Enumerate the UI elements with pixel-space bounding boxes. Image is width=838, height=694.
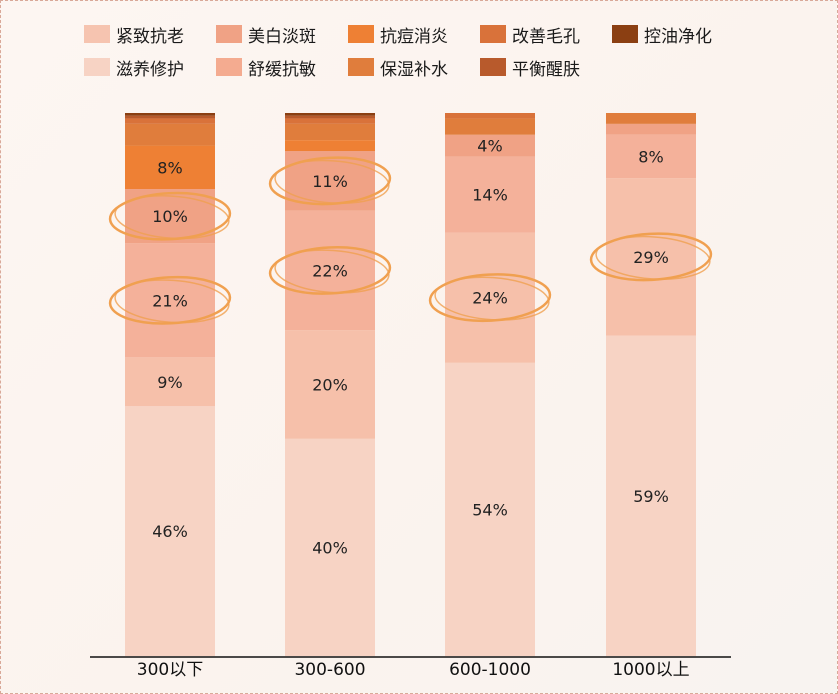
legend-label: 保湿补水 — [380, 59, 448, 80]
bar-segment — [606, 134, 696, 179]
highlight-circle-stroke — [114, 195, 230, 240]
x-tick-label: 300-600 — [294, 660, 365, 680]
highlight-circle-stroke — [434, 276, 550, 321]
x-tick-label: 600-1000 — [449, 660, 531, 680]
chart-legend: 紧致抗老 美白淡斑 抗痘消炎 改善毛孔 控油净化 滋养修护 舒缓抗敏 保湿补水 … — [0, 0, 838, 90]
data-label: 11% — [312, 172, 348, 191]
legend-swatch — [84, 25, 110, 43]
data-label: 54% — [472, 500, 508, 519]
bar-segment — [285, 330, 375, 439]
legend-label: 改善毛孔 — [512, 26, 580, 47]
data-label: 22% — [312, 261, 348, 280]
legend-swatch — [480, 58, 506, 76]
bar-segment — [285, 118, 375, 124]
bar-segment — [606, 335, 696, 656]
legend-item-kangdou-xiaoyan: 抗痘消炎 — [348, 22, 448, 47]
legend-swatch — [612, 25, 638, 43]
legend-label: 美白淡斑 — [248, 26, 316, 47]
legend-swatch — [216, 25, 242, 43]
data-label: 14% — [472, 185, 508, 204]
bar-segment — [445, 113, 535, 119]
legend-swatch — [480, 25, 506, 43]
x-tick-label: 300以下 — [137, 660, 203, 680]
legend-item-jinzhi-kanglao: 紧致抗老 — [84, 22, 184, 47]
data-label: 29% — [633, 248, 669, 267]
highlight-circle — [268, 246, 392, 295]
bar-segment — [445, 232, 535, 363]
legend-swatch — [348, 25, 374, 43]
data-label: 8% — [157, 158, 182, 177]
bar-segment — [445, 118, 535, 135]
legend-swatch — [348, 58, 374, 76]
x-tick-label: 1000以上 — [612, 660, 689, 680]
legend-label: 控油净化 — [644, 26, 712, 47]
bar-segment — [606, 113, 696, 124]
legend-item-ziyang-xiuhu: 滋养修护 — [84, 55, 184, 80]
legend-label: 平衡醒肤 — [512, 59, 580, 80]
highlight-circle-stroke — [114, 279, 230, 324]
data-label: 21% — [152, 291, 188, 310]
highlight-circle-stroke — [274, 159, 390, 204]
legend-item-pingheng-xingfu: 平衡醒肤 — [480, 55, 580, 80]
bar-segment — [606, 123, 696, 135]
legend-label: 滋养修护 — [116, 59, 184, 80]
data-label: 8% — [638, 147, 663, 166]
bar-segment — [125, 243, 215, 358]
highlight-circle — [268, 156, 392, 206]
data-label: 59% — [633, 487, 669, 506]
bar-segment — [285, 123, 375, 141]
bar-segment — [125, 115, 215, 119]
bar-segment — [445, 362, 535, 656]
bar-segment — [125, 145, 215, 190]
bar-segment — [285, 210, 375, 331]
legend-item-shuhuan-kangmin: 舒缓抗敏 — [216, 55, 316, 80]
bar-segment — [606, 178, 696, 336]
highlight-circle-stroke — [274, 249, 390, 294]
legend-item-meibai-danban: 美白淡斑 — [216, 22, 316, 47]
data-label: 10% — [152, 207, 188, 226]
bar-segment — [125, 357, 215, 407]
legend-swatch — [84, 58, 110, 76]
legend-item-baoshi-bushui: 保湿补水 — [348, 55, 448, 80]
bar-segment — [285, 140, 375, 152]
data-label: 4% — [477, 137, 502, 156]
data-label: 20% — [312, 376, 348, 395]
bar-segment — [285, 115, 375, 119]
highlight-circle — [108, 191, 232, 241]
legend-label: 舒缓抗敏 — [248, 59, 316, 80]
legend-item-gaishan-maokong: 改善毛孔 — [480, 22, 580, 47]
bar-segment — [125, 406, 215, 656]
bar-segment — [125, 123, 215, 146]
data-label: 40% — [312, 538, 348, 557]
highlight-circle — [428, 273, 552, 323]
bar-segment — [125, 118, 215, 124]
legend-swatch — [216, 58, 242, 76]
highlight-circle — [108, 275, 232, 325]
bar-segment — [125, 113, 215, 116]
data-label: 9% — [157, 373, 182, 392]
data-label: 46% — [152, 522, 188, 541]
bar-segment — [285, 438, 375, 656]
legend-label: 抗痘消炎 — [380, 26, 448, 47]
bar-segment — [285, 113, 375, 116]
highlight-circle — [589, 232, 713, 282]
bar-segment — [445, 156, 535, 233]
data-label: 24% — [472, 289, 508, 308]
legend-item-kongyou-jinghua: 控油净化 — [612, 22, 712, 47]
bar-segment — [445, 134, 535, 157]
legend-label: 紧致抗老 — [116, 26, 184, 47]
highlight-circle-stroke — [595, 235, 711, 280]
